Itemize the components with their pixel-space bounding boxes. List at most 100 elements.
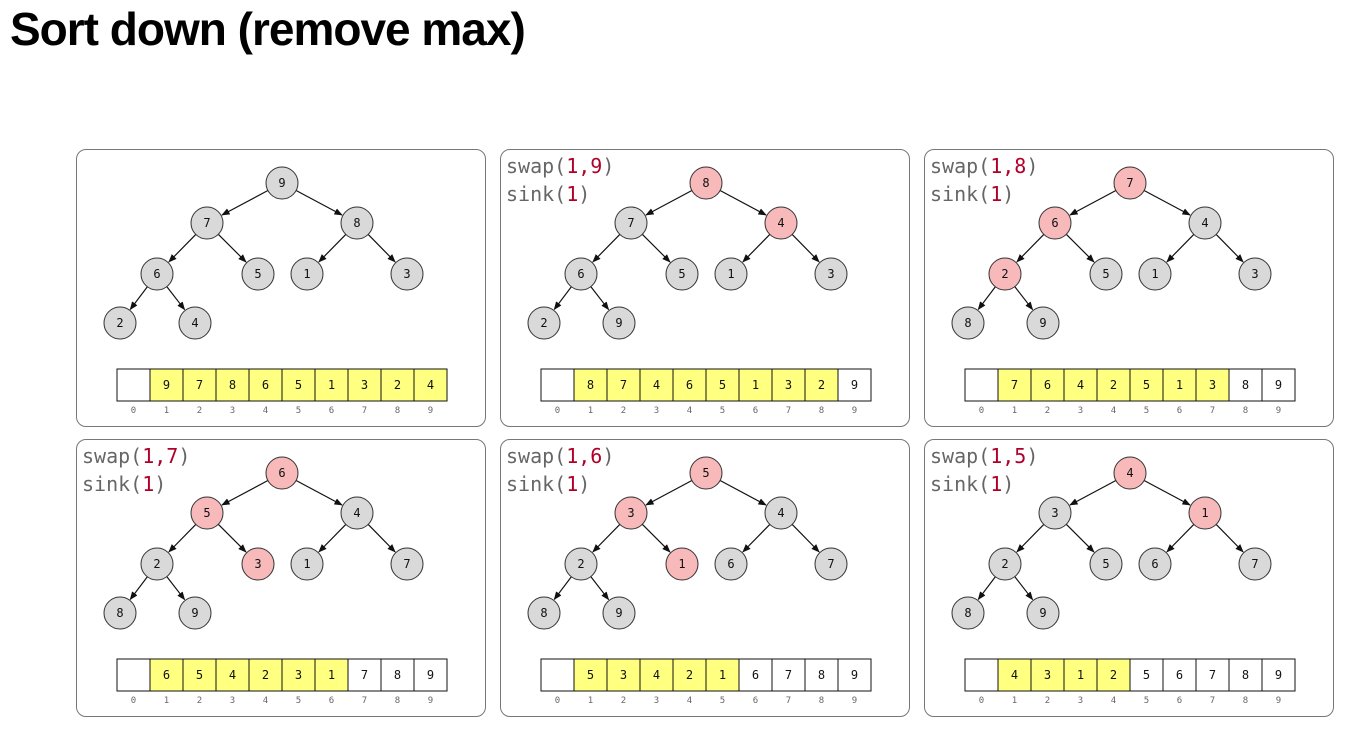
code-line: swap(1,5) [930,442,1038,470]
code-snippet: swap(1,6) sink(1) [506,442,614,498]
array-cell-value: 1 [752,378,759,392]
heap-node-value: 5 [702,466,709,480]
code-text: ) [578,182,591,206]
heap-node-value: 4 [1201,216,1208,230]
array-cell-value: 5 [1143,668,1150,682]
array-cell [964,368,999,402]
array-cell [182,658,217,692]
array-cell [1195,658,1230,692]
tree-edge [1014,576,1034,601]
array-cell [1063,368,1098,402]
tree-edge [166,286,186,311]
tree-edge [318,234,347,263]
array-cell [248,368,283,402]
code-line: swap(1,7) [82,442,190,470]
code-argument: 1 [566,182,579,206]
heap-node [1188,206,1222,240]
code-text: swap( [930,444,991,468]
array-index: 0 [555,696,560,706]
heap-node [265,166,299,200]
heap-node [290,257,324,291]
tree-edge [1065,523,1095,553]
code-text: ) [602,154,615,178]
heap-node [1138,257,1172,291]
tree-edge [1069,189,1117,216]
heap-node-value: 9 [1039,316,1046,330]
array-cell [738,658,773,692]
heap-node-value: 5 [1102,267,1109,281]
tree-edge [645,189,693,216]
array-cell-value: 1 [719,668,726,682]
heap-node [1238,547,1272,581]
heap-node-value: 7 [627,216,634,230]
heap-node-value: 8 [964,606,971,620]
heap-diagram: 9 7 8 6 5 1 3 2 4 0 9 1 7 2 8 3 6 4 5 5 1 6 3 7 2 8 4 9 [103,166,448,416]
array-cell [149,658,184,692]
heap-node [140,547,174,581]
heap-node-value: 4 [353,506,360,520]
tree-edge [742,524,771,553]
tree-edge [590,286,610,311]
array-cell [771,368,806,402]
array-cell-value: 5 [719,378,726,392]
heap-node [764,496,798,530]
heap-node [178,596,212,630]
heap-node-value: 8 [116,606,123,620]
code-snippet: swap(1,9) sink(1) [506,152,614,208]
array-cell-value: 8 [229,378,236,392]
heap-diagram: 7 6 4 2 5 1 3 8 9 0 7 1 6 2 4 3 2 4 5 5 1 6 3 7 8 8 9 9 [951,166,1296,416]
array-cell-value: 9 [1275,668,1282,682]
array-cell [997,368,1032,402]
code-argument: 1,6 [566,444,603,468]
heap-node-value: 6 [1051,216,1058,230]
array-cell-value: 2 [818,378,825,392]
array-cell-value: 2 [1110,668,1117,682]
array-cell-value: 4 [1077,378,1084,392]
heap-node [714,547,748,581]
array-cell [639,658,674,692]
tree-edge [1016,234,1045,263]
array-index: 0 [979,696,984,706]
array-index: 3 [1078,696,1083,706]
tree-edge [367,524,396,553]
array-index: 0 [555,406,560,416]
code-text: ) [1026,444,1039,468]
array-cell [705,658,740,692]
array-index: 5 [1144,696,1149,706]
array-cell-value: 7 [620,378,627,392]
array-index: 8 [395,696,400,706]
tree-edge [1016,524,1045,553]
heap-node [103,306,137,340]
array-cell [573,658,608,692]
heap-node-value: 6 [153,267,160,281]
heap-node-value: 7 [203,216,210,230]
array-cell-value: 8 [394,668,401,682]
heap-panel-1: 9 7 8 6 5 1 3 2 4 0 9 1 7 2 8 3 6 4 5 5 1 6 3 7 2 8 4 9 [76,149,486,427]
heap-node [241,257,275,291]
array-cell-value: 4 [1011,668,1018,682]
heap-node [951,596,985,630]
tree-edge [1215,234,1244,263]
array-cell [573,368,608,402]
code-argument: 1 [990,182,1003,206]
tree-edge [592,524,621,553]
heap-node [814,547,848,581]
heap-diagram: 8 7 4 6 5 1 3 2 9 0 8 1 7 2 4 3 6 4 5 5 1 6 3 7 2 8 9 9 [527,166,872,416]
heap-node [1238,257,1272,291]
heap-node [527,306,561,340]
array-cell-value: 1 [1077,668,1084,682]
array-cell-value: 7 [1011,378,1018,392]
heap-node [1188,496,1222,530]
heap-node-value: 6 [1151,557,1158,571]
array-cell-value: 7 [196,378,203,392]
code-line: sink(1) [506,180,614,208]
array-cell-value: 8 [1242,378,1249,392]
heap-node-value: 7 [827,557,834,571]
heap-node-value: 8 [540,606,547,620]
heap-node [140,257,174,291]
code-line: sink(1) [930,180,1038,208]
tree-edge [1143,189,1191,216]
tree-edge [221,479,269,506]
code-text: ) [178,444,191,468]
